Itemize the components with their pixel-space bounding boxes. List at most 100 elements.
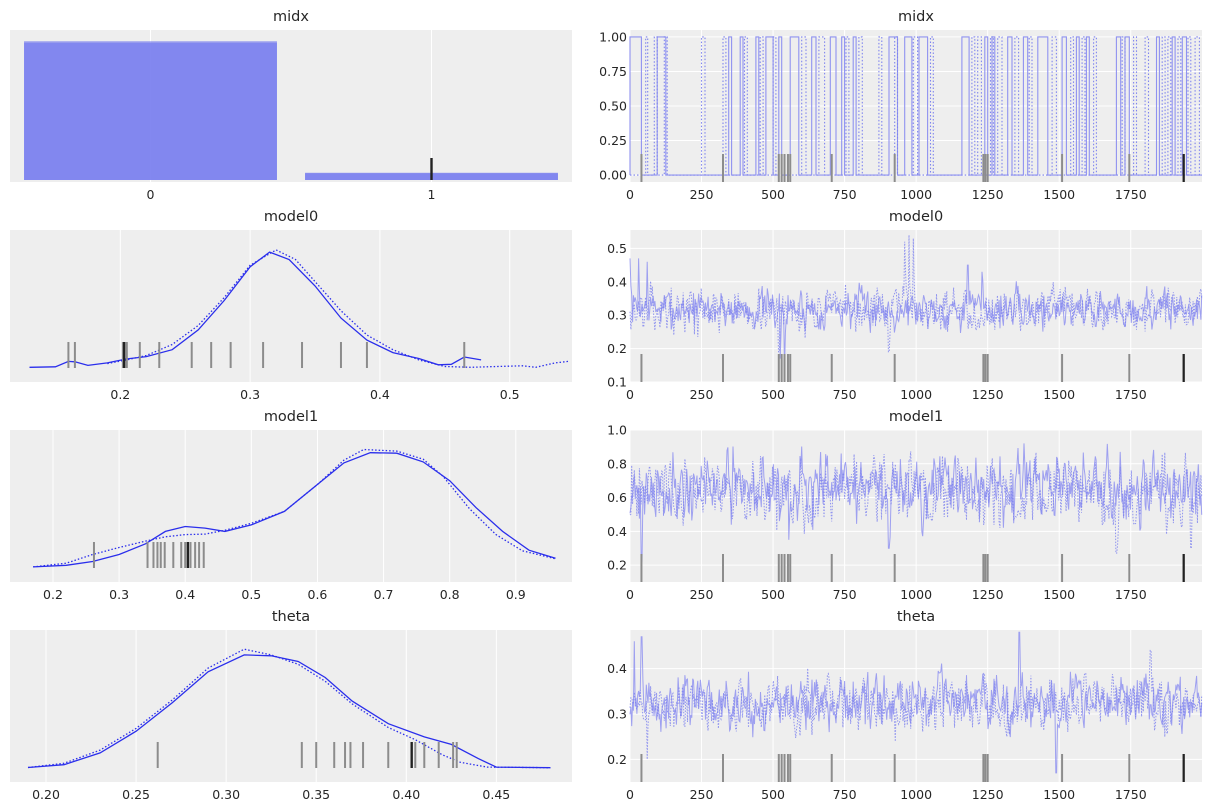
x-tick-label: 0.7 [374,587,394,602]
y-tick-label: 0.00 [599,168,627,183]
x-tick-label: 0.2 [110,387,130,402]
x-tick-label: 0.8 [440,587,460,602]
x-tick-label: 1750 [1115,587,1147,602]
x-tick-label: 1500 [1043,387,1075,402]
x-tick-label: 750 [833,387,857,402]
y-tick-label: 0.8 [607,456,627,471]
x-tick-label: 0.2 [43,587,63,602]
y-tick-label: 0.5 [607,241,627,256]
x-tick-label: 0.3 [240,387,260,402]
x-tick-label: 0 [626,587,634,602]
panel-title: theta [272,609,310,625]
x-tick-label: 500 [761,387,785,402]
x-tick-label: 250 [690,187,714,202]
panel-title: model0 [889,209,943,225]
x-tick-label: 0.25 [122,787,150,802]
x-tick-label: 0.9 [506,587,526,602]
x-tick-label: 750 [833,787,857,802]
x-tick-label: 250 [690,587,714,602]
panel-theta-distribution: theta 0.20 0.25 0.30 0.35 0.40 0.45 [10,609,572,802]
y-tick-label: 0.6 [607,490,627,505]
y-tick-label: 0.2 [607,752,627,767]
x-tick-label: 1750 [1115,387,1147,402]
x-tick-label: 0 [147,187,155,202]
panel-model1-trace: model1 0 250 500 750 1000 1250 1500 1750 0.2 0.4 0.… [607,409,1203,602]
x-tick-label: 0.4 [370,387,390,402]
trace-line-chain-2 [629,649,1203,760]
y-tick-label: 0.2 [607,341,627,356]
x-tick-label: 750 [833,187,857,202]
density-curve-chain-1 [33,452,556,568]
x-tick-label: 0.20 [32,787,60,802]
x-tick-label: 0.3 [109,587,129,602]
x-tick-label: 1 [428,187,436,202]
density-curve-chain-2 [27,648,551,769]
density-curve-chain-1 [27,654,551,769]
x-tick-label: 1750 [1115,787,1147,802]
y-tick-label: 0.75 [599,64,627,79]
x-tick-label: 1000 [900,187,932,202]
bar-0 [24,41,277,180]
x-tick-label: 0 [626,787,634,802]
y-tick-label: 0.3 [607,706,627,721]
x-tick-label: 0.6 [308,587,328,602]
x-tick-label: 0 [626,187,634,202]
x-tick-label: 0.5 [500,387,520,402]
y-tick-label: 0.4 [607,661,627,676]
x-tick-label: 1250 [972,587,1004,602]
x-tick-label: 1250 [972,787,1004,802]
x-tick-label: 500 [761,587,785,602]
x-tick-label: 0.45 [482,787,510,802]
trace-line-chain-2 [629,234,1203,353]
panel-title: model0 [264,209,318,225]
y-tick-label: 0.50 [599,99,627,114]
x-tick-label: 250 [690,787,714,802]
x-tick-label: 0.4 [175,587,195,602]
panel-title: model1 [889,409,943,425]
x-tick-label: 0.30 [212,787,240,802]
x-tick-label: 1500 [1043,187,1075,202]
x-tick-label: 500 [761,187,785,202]
y-tick-label: 0.4 [607,274,627,289]
x-tick-label: 0.5 [241,587,261,602]
y-tick-label: 0.1 [607,375,627,390]
panel-title: theta [897,609,935,625]
x-tick-label: 1500 [1043,787,1075,802]
x-tick-label: 0.40 [392,787,420,802]
y-tick-label: 1.0 [607,423,627,438]
y-tick-label: 0.4 [607,524,627,539]
x-tick-label: 0.35 [302,787,330,802]
x-tick-label: 1500 [1043,587,1075,602]
panel-midx-distribution: midx 0 1 [10,9,572,202]
panel-title: midx [273,9,309,25]
x-tick-label: 500 [761,787,785,802]
x-tick-label: 1250 [972,187,1004,202]
panel-model0-trace: model0 0 250 500 750 1000 1250 1500 1750 0.1 0.2 0.… [607,209,1203,402]
x-tick-label: 1000 [900,587,932,602]
panel-title: midx [898,9,934,25]
trace-line-chain-1 [629,631,1203,774]
x-tick-label: 0 [626,387,634,402]
x-tick-label: 1000 [900,387,932,402]
x-tick-label: 1750 [1115,187,1147,202]
trace-line-chain-1 [629,258,1203,369]
panel-model0-distribution: model0 0.2 0.3 0.4 0.5 [10,209,572,402]
panel-title: model1 [264,409,318,425]
x-tick-label: 750 [833,587,857,602]
x-tick-label: 1000 [900,787,932,802]
plot-area [10,230,572,382]
y-tick-label: 0.2 [607,558,627,573]
trace-line-chain-2 [630,36,1202,176]
trace-line-chain-1 [629,36,1202,176]
panel-midx-trace: midx 0 250 500 750 1000 1250 1500 1750 0.00 0.25 0.… [599,9,1202,202]
panel-model1-distribution: model1 0.2 0.3 0.4 0.5 0.6 0.7 0.8 0.9 [10,409,572,602]
y-tick-label: 0.25 [599,133,627,148]
x-tick-label: 250 [690,387,714,402]
y-tick-label: 1.00 [599,29,627,44]
trace-line-chain-2 [629,451,1203,554]
panel-theta-trace: theta 0 250 500 750 1000 1250 1500 1750 0.2 0.3 0.4 [607,609,1203,802]
plot-area [10,630,572,782]
density-curve-chain-1 [29,251,482,368]
y-tick-label: 0.3 [607,308,627,323]
